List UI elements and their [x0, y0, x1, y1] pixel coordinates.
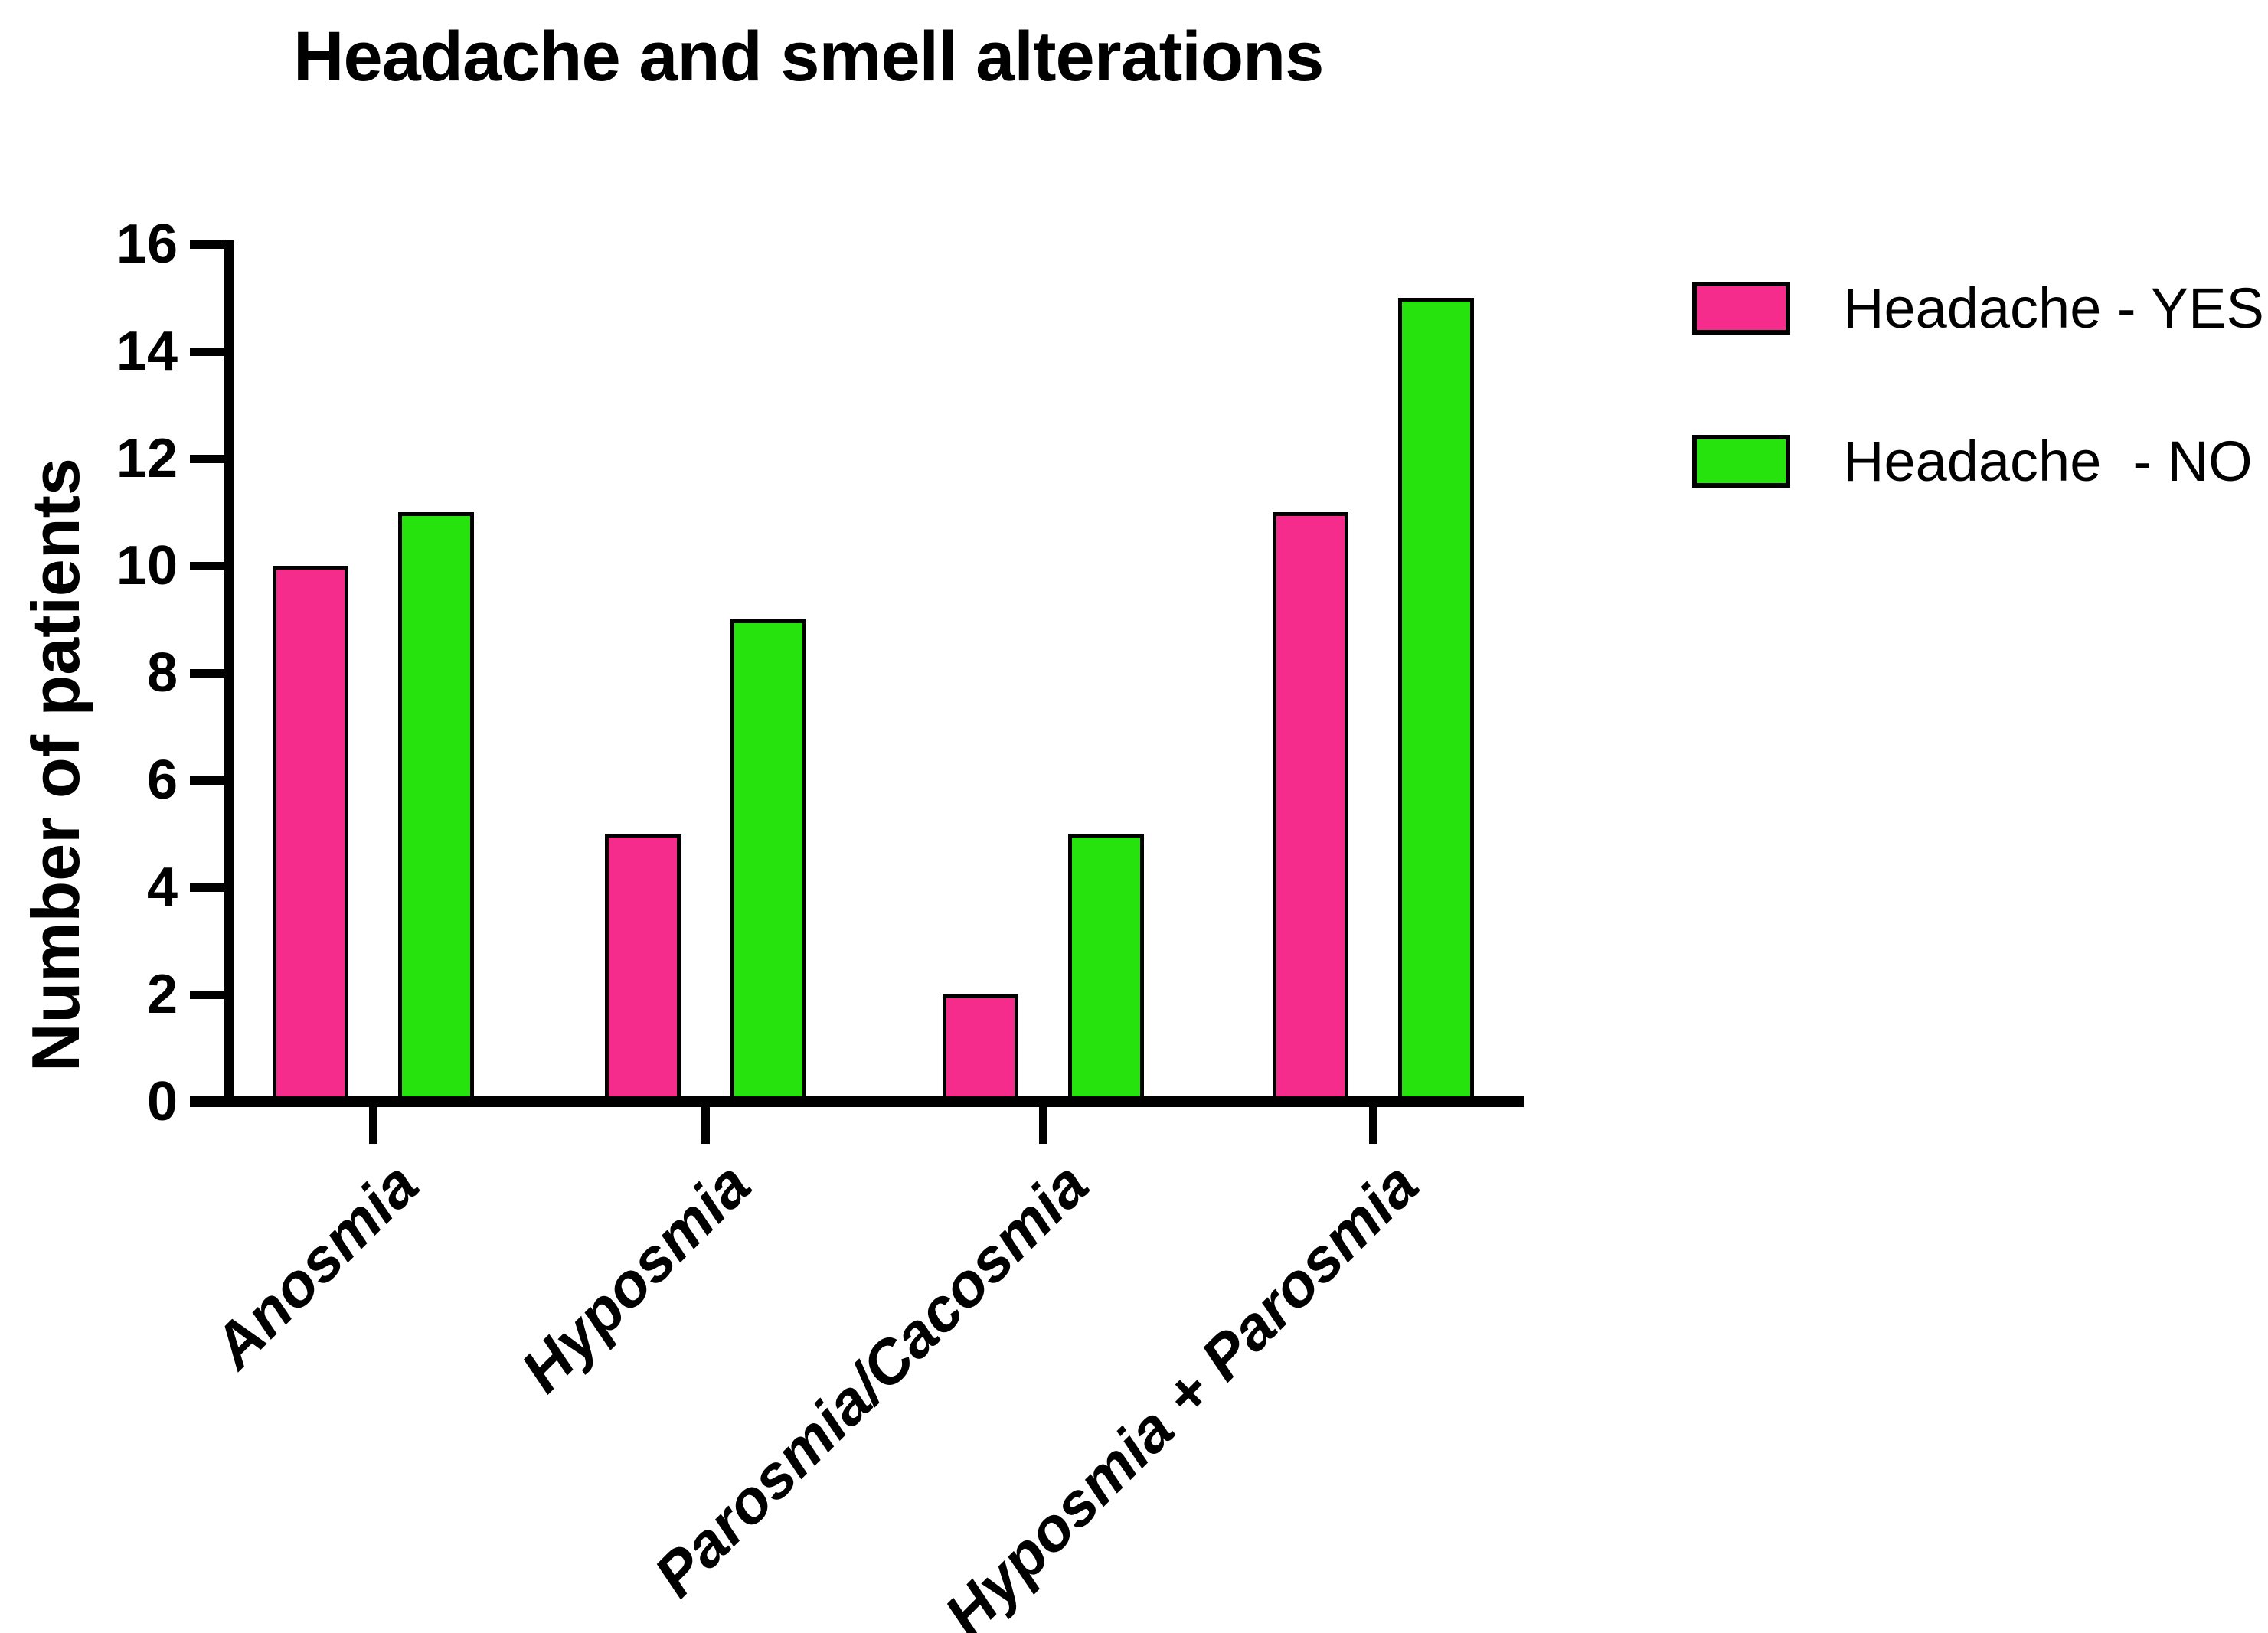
bar-headache-no — [398, 512, 474, 1102]
y-axis-line — [224, 240, 234, 1107]
bar-headache-no — [730, 619, 806, 1102]
x-tick — [701, 1107, 710, 1144]
x-tick — [1369, 1107, 1377, 1144]
bar-headache-yes — [273, 566, 348, 1102]
chart-title: Headache and smell alterations — [293, 18, 1324, 96]
legend-label-headache-yes: Headache - YES — [1843, 276, 2264, 340]
y-tick — [190, 455, 227, 463]
y-tick-label: 6 — [146, 750, 178, 811]
legend-label-headache-no: Headache - NO — [1843, 429, 2253, 493]
y-tick-label: 2 — [146, 964, 178, 1025]
bar-headache-no — [1398, 298, 1474, 1102]
bar-headache-yes — [1273, 512, 1348, 1102]
y-tick-label: 10 — [116, 535, 178, 596]
y-tick-label: 0 — [146, 1071, 178, 1132]
y-tick — [190, 348, 227, 356]
bar-headache-yes — [605, 834, 681, 1102]
y-tick — [190, 883, 227, 892]
y-tick — [190, 562, 227, 570]
y-tick-label: 12 — [116, 428, 178, 489]
y-tick-label: 16 — [116, 214, 178, 275]
bar-headache-yes — [943, 994, 1018, 1102]
y-tick — [190, 991, 227, 999]
bar-headache-no — [1068, 834, 1144, 1102]
legend-item-headache-yes: Headache - YES — [1692, 276, 2264, 340]
legend-item-headache-no: Headache - NO — [1692, 429, 2253, 493]
y-tick — [190, 669, 227, 678]
legend-swatch-headache-no — [1692, 434, 1790, 488]
legend-swatch-headache-yes — [1692, 281, 1790, 335]
y-tick — [190, 240, 227, 249]
x-tick — [369, 1107, 377, 1144]
x-tick — [1039, 1107, 1047, 1144]
y-tick-label: 8 — [146, 642, 178, 704]
y-tick-label: 14 — [116, 321, 178, 382]
y-tick-label: 4 — [146, 857, 178, 918]
x-axis-line — [190, 1096, 1524, 1107]
y-tick — [190, 776, 227, 785]
